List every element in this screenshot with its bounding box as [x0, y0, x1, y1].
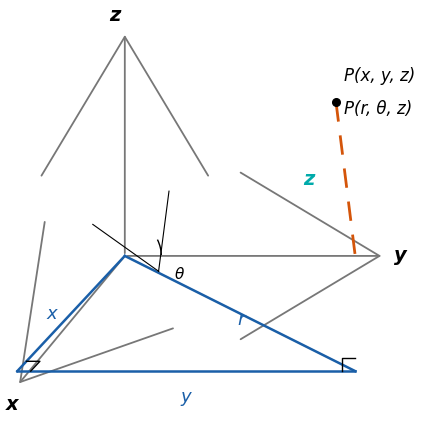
Text: y: y [393, 246, 406, 265]
Text: θ: θ [174, 267, 183, 282]
Text: P(r, θ, z): P(r, θ, z) [343, 100, 411, 118]
Text: x: x [6, 395, 19, 414]
Text: r: r [237, 312, 245, 329]
Text: z: z [109, 5, 121, 24]
Text: z: z [303, 170, 314, 189]
Text: P(x, y, z): P(x, y, z) [343, 67, 414, 85]
Text: y: y [181, 389, 191, 406]
Text: x: x [46, 304, 57, 322]
